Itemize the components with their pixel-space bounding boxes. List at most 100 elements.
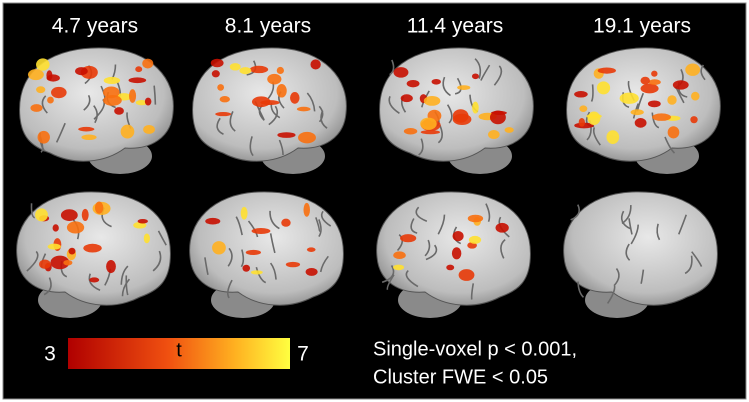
column-label: 11.4 years	[407, 15, 504, 38]
activation	[691, 91, 700, 101]
sulcus	[153, 85, 157, 105]
activation	[640, 83, 659, 94]
activation	[217, 84, 225, 91]
activation	[452, 113, 472, 125]
activation	[281, 218, 291, 227]
brain	[563, 191, 718, 318]
activation	[135, 66, 143, 73]
activation	[667, 95, 677, 105]
brain	[192, 47, 347, 174]
sulcus	[418, 138, 424, 156]
activation	[277, 132, 296, 138]
activation	[52, 224, 59, 232]
colorbar-max: 7	[297, 343, 309, 366]
activation	[66, 221, 85, 234]
activation	[30, 104, 43, 112]
activation	[210, 58, 224, 68]
activation	[133, 221, 147, 229]
activation	[458, 269, 475, 281]
brain	[19, 47, 174, 174]
sulcus	[628, 218, 633, 235]
sulcus	[664, 136, 676, 154]
activation	[212, 241, 226, 255]
activation	[120, 124, 135, 139]
colorbar	[68, 338, 290, 369]
activation	[504, 127, 514, 133]
activation	[68, 247, 76, 255]
activation	[51, 86, 67, 99]
activation	[596, 81, 611, 95]
activation	[50, 255, 70, 270]
activation	[144, 97, 152, 106]
activation	[251, 96, 271, 108]
sulcus	[388, 95, 400, 114]
sulcus	[157, 230, 167, 246]
activation	[75, 67, 88, 76]
activation	[574, 91, 588, 98]
activation	[242, 264, 251, 272]
activation	[37, 130, 50, 144]
sulcus	[41, 95, 48, 114]
activation	[672, 80, 689, 90]
activation	[78, 126, 95, 132]
sulcus	[235, 216, 243, 236]
activation	[298, 131, 316, 144]
activation	[94, 201, 104, 214]
activation	[652, 113, 671, 121]
activation	[597, 67, 616, 74]
sulcus	[88, 273, 101, 292]
sulcus	[226, 279, 233, 299]
sulcus	[93, 105, 98, 124]
sulcus	[437, 214, 446, 235]
sulcus	[30, 203, 36, 219]
sulcus	[410, 218, 418, 234]
sulcus	[485, 203, 491, 222]
activation	[393, 67, 409, 78]
activation	[251, 228, 271, 234]
activation	[89, 277, 100, 283]
column-label: 19.1 years	[593, 15, 691, 38]
sulcus	[630, 224, 639, 245]
activation	[211, 70, 220, 78]
sulcus	[125, 275, 129, 296]
activation	[651, 70, 658, 77]
activation	[400, 234, 417, 243]
activation	[39, 259, 51, 269]
activation	[46, 74, 60, 82]
sulcus	[318, 219, 322, 238]
activation	[47, 243, 61, 250]
activation	[267, 73, 282, 85]
note-line: Cluster FWE < 0.05	[373, 366, 548, 388]
activation	[276, 66, 284, 74]
activation	[303, 202, 310, 217]
activation	[36, 86, 46, 94]
sulcus	[320, 110, 328, 129]
activation	[400, 94, 413, 103]
sulcus	[315, 217, 321, 233]
column-label: 8.1 years	[225, 15, 311, 38]
activation	[403, 128, 418, 135]
sulcus	[55, 122, 66, 143]
activation	[420, 130, 441, 135]
sulcus	[240, 249, 245, 268]
sulcus	[120, 265, 129, 285]
activation	[472, 101, 479, 114]
sulcus	[249, 136, 254, 157]
activation	[83, 243, 102, 253]
brain	[189, 191, 344, 318]
sulcus	[318, 105, 324, 123]
sulcus	[446, 104, 453, 124]
activation	[276, 84, 287, 98]
activation	[249, 65, 269, 74]
activation	[587, 111, 601, 126]
sulcus	[613, 268, 620, 287]
activation	[103, 86, 120, 99]
activation	[423, 95, 441, 106]
activation	[690, 116, 698, 124]
activation	[579, 105, 588, 112]
sulcus	[227, 247, 233, 267]
activation	[640, 76, 650, 85]
activation	[451, 247, 462, 260]
sulcus	[121, 278, 131, 297]
activation	[47, 96, 54, 104]
